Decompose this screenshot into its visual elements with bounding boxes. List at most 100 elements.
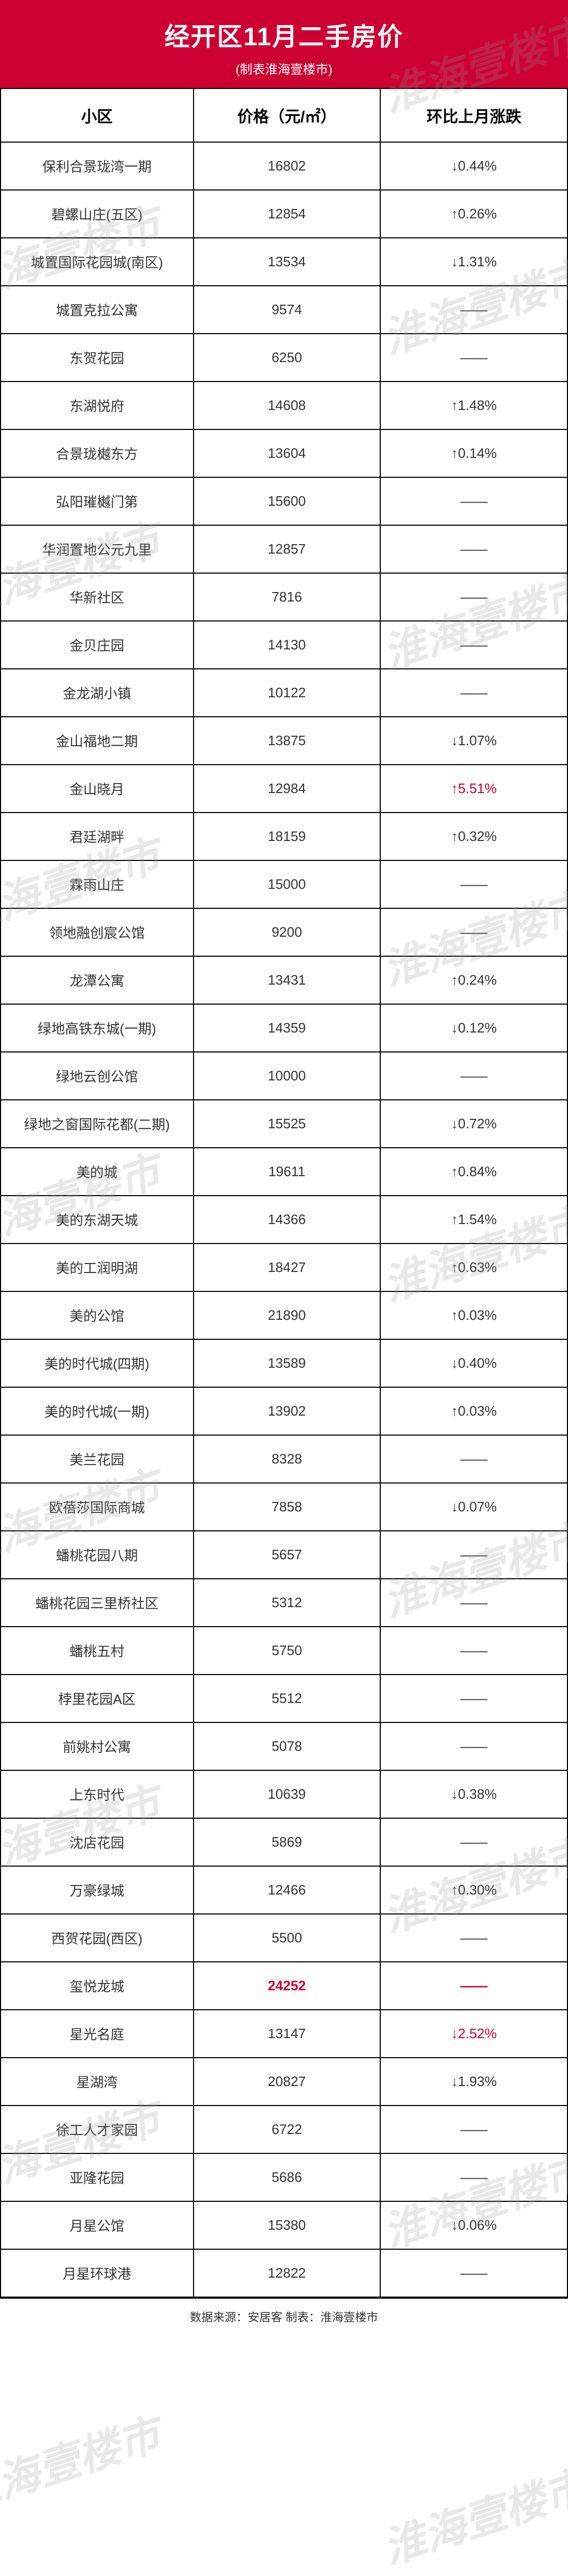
col-name: 小区	[1, 88, 194, 142]
table-row: 星光名庭13147↓2.52%	[1, 2010, 567, 2058]
cell-name: 桲里花园A区	[1, 1675, 194, 1722]
cell-name: 领地融创宸公馆	[1, 908, 194, 956]
table-row: 华新社区7816——	[1, 573, 567, 621]
table-row: 金贝庄园14130——	[1, 621, 567, 669]
cell-change: ——	[380, 573, 567, 621]
page-subtitle: (制表淮海壹楼市)	[0, 59, 568, 77]
table-row: 亚隆花园5686——	[1, 2153, 567, 2201]
cell-change: ↑0.24%	[380, 956, 567, 1004]
cell-change: ——	[380, 2106, 567, 2153]
cell-name: 城置国际花园城(南区)	[1, 238, 194, 286]
cell-name: 万豪绿城	[1, 1866, 194, 1914]
cell-name: 绿地高铁东城(一期)	[1, 1004, 194, 1052]
cell-price: 16802	[194, 142, 381, 190]
cell-name: 霖雨山庄	[1, 860, 194, 908]
cell-price: 15525	[194, 1100, 381, 1148]
cell-name: 东湖悦府	[1, 382, 194, 429]
cell-change: ——	[380, 1052, 567, 1100]
col-price: 价格（元/㎡）	[194, 88, 381, 142]
cell-price: 13902	[194, 1387, 381, 1435]
cell-change: ——	[380, 1962, 567, 2010]
table-row: 西贺花园(西区)5500——	[1, 1914, 567, 1962]
cell-price: 15380	[194, 2201, 381, 2249]
cell-change: ↓1.07%	[380, 717, 567, 765]
table-row: 上东时代10639↓0.38%	[1, 1770, 567, 1818]
cell-change: ——	[380, 621, 567, 669]
table-row: 君廷湖畔18159↑0.32%	[1, 813, 567, 860]
cell-price: 7816	[194, 573, 381, 621]
col-change: 环比上月涨跌	[380, 88, 567, 142]
cell-change: ——	[380, 669, 567, 717]
table-row: 金山福地二期13875↓1.07%	[1, 717, 567, 765]
cell-change: ↑0.03%	[380, 1291, 567, 1339]
cell-change: ↓1.93%	[380, 2058, 567, 2106]
cell-price: 15000	[194, 860, 381, 908]
table-row: 万豪绿城12466↑0.30%	[1, 1866, 567, 1914]
cell-price: 5657	[194, 1531, 381, 1579]
table-row: 美的时代城(四期)13589↓0.40%	[1, 1339, 567, 1387]
cell-price: 8328	[194, 1435, 381, 1483]
cell-name: 蟠桃花园八期	[1, 1531, 194, 1579]
cell-name: 美的城	[1, 1148, 194, 1196]
table-row: 金龙湖小镇10122——	[1, 669, 567, 717]
cell-price: 6250	[194, 334, 381, 382]
cell-price: 5512	[194, 1675, 381, 1722]
cell-change: ↓0.12%	[380, 1004, 567, 1052]
cell-price: 7858	[194, 1483, 381, 1531]
table-row: 欧蓓莎国际商城7858↓0.07%	[1, 1483, 567, 1531]
table-row: 月星公馆15380↓0.06%	[1, 2201, 567, 2249]
table-row: 美的东湖天城14366↑1.54%	[1, 1196, 567, 1244]
cell-change: ——	[380, 860, 567, 908]
cell-name: 月星环球港	[1, 2249, 194, 2297]
cell-name: 美的时代城(一期)	[1, 1387, 194, 1435]
cell-price: 13431	[194, 956, 381, 1004]
cell-change: ——	[380, 1818, 567, 1866]
cell-change: ——	[380, 525, 567, 573]
cell-name: 绿地云创公馆	[1, 1052, 194, 1100]
table-row: 美的时代城(一期)13902↑0.03%	[1, 1387, 567, 1435]
table-row: 碧螺山庄(五区)12854↑0.26%	[1, 190, 567, 238]
cell-name: 亚隆花园	[1, 2153, 194, 2201]
cell-price: 24252	[194, 1962, 381, 2010]
cell-price: 12466	[194, 1866, 381, 1914]
table-row: 绿地云创公馆10000——	[1, 1052, 567, 1100]
cell-name: 美的时代城(四期)	[1, 1339, 194, 1387]
cell-name: 徐工人才家园	[1, 2106, 194, 2153]
table-row: 蟠桃花园八期5657——	[1, 1531, 567, 1579]
cell-price: 10122	[194, 669, 381, 717]
cell-price: 21890	[194, 1291, 381, 1339]
cell-price: 18427	[194, 1244, 381, 1291]
watermark: 淮海壹楼市	[0, 2400, 167, 2523]
cell-change: ——	[380, 1722, 567, 1770]
cell-name: 玺悦龙城	[1, 1962, 194, 2010]
cell-change: ↓1.31%	[380, 238, 567, 286]
page-title: 经开区11月二手房价	[0, 16, 568, 53]
cell-change: ↑1.54%	[380, 1196, 567, 1244]
cell-name: 金龙湖小镇	[1, 669, 194, 717]
cell-price: 13604	[194, 429, 381, 477]
table-row: 蟠桃花园三里桥社区5312——	[1, 1579, 567, 1627]
cell-price: 5500	[194, 1914, 381, 1962]
cell-name: 美的工润明湖	[1, 1244, 194, 1291]
cell-change: ——	[380, 1675, 567, 1722]
table-row: 城置国际花园城(南区)13534↓1.31%	[1, 238, 567, 286]
cell-change: ↑0.14%	[380, 429, 567, 477]
cell-name: 合景珑樾东方	[1, 429, 194, 477]
cell-name: 蟠桃五村	[1, 1627, 194, 1675]
cell-price: 13147	[194, 2010, 381, 2058]
cell-price: 13534	[194, 238, 381, 286]
header: 经开区11月二手房价 (制表淮海壹楼市)	[0, 0, 568, 88]
cell-name: 美的东湖天城	[1, 1196, 194, 1244]
table-row: 合景珑樾东方13604↑0.14%	[1, 429, 567, 477]
table-row: 绿地高铁东城(一期)14359↓0.12%	[1, 1004, 567, 1052]
cell-change: ——	[380, 2249, 567, 2297]
cell-change: ↑0.30%	[380, 1866, 567, 1914]
cell-price: 5078	[194, 1722, 381, 1770]
table-row: 美的公馆21890↑0.03%	[1, 1291, 567, 1339]
cell-price: 14359	[194, 1004, 381, 1052]
cell-change: ——	[380, 1435, 567, 1483]
cell-name: 西贺花园(西区)	[1, 1914, 194, 1962]
table-row: 美兰花园8328——	[1, 1435, 567, 1483]
cell-name: 美兰花园	[1, 1435, 194, 1483]
cell-change: ↓0.40%	[380, 1339, 567, 1387]
